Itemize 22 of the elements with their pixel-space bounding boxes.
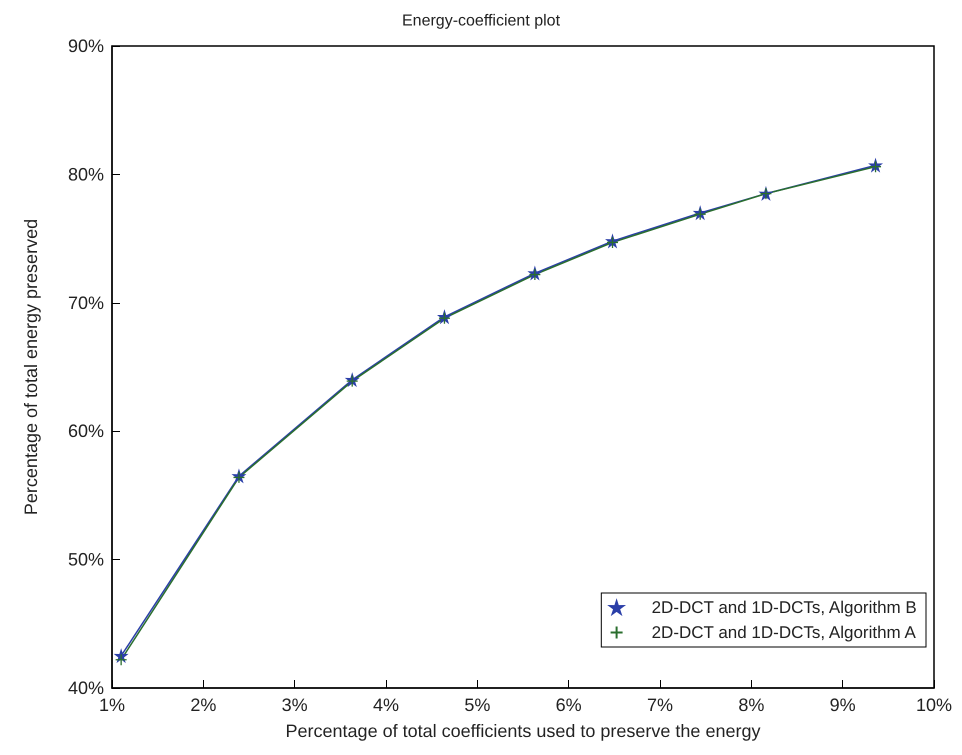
y-tick-label: 40% [68,678,104,698]
legend-label: 2D-DCT and 1D-DCTs, Algorithm A [652,623,916,642]
x-tick-label: 4% [372,695,400,715]
chart-title: Energy-coefficient plot [402,12,561,30]
x-tick-label: 10% [916,695,952,715]
x-axis-title: Percentage of total coefficients used to preserve the energy [286,721,760,741]
x-tick-label: 6% [556,695,582,715]
x-tick-label: 3% [282,695,308,715]
y-tick-label: 80% [68,164,104,184]
y-tick-label: 70% [68,292,104,313]
y-tick-label: 90% [68,36,104,56]
y-tick-label: 50% [68,550,104,570]
x-tick-label: 8% [738,695,764,715]
y-axis-title: Percentage of total energy preserved [21,218,41,516]
legend-label: 2D-DCT and 1D-DCTs, Algorithm B [652,598,917,617]
x-tick-label: 1% [98,695,126,715]
y-tick-label: 60% [68,421,104,442]
x-tick-label: 9% [830,695,856,715]
x-tick-label: 2% [190,695,216,715]
point [114,654,128,666]
x-tick-label: 5% [464,695,490,715]
x-tick-label: 7% [646,695,674,715]
